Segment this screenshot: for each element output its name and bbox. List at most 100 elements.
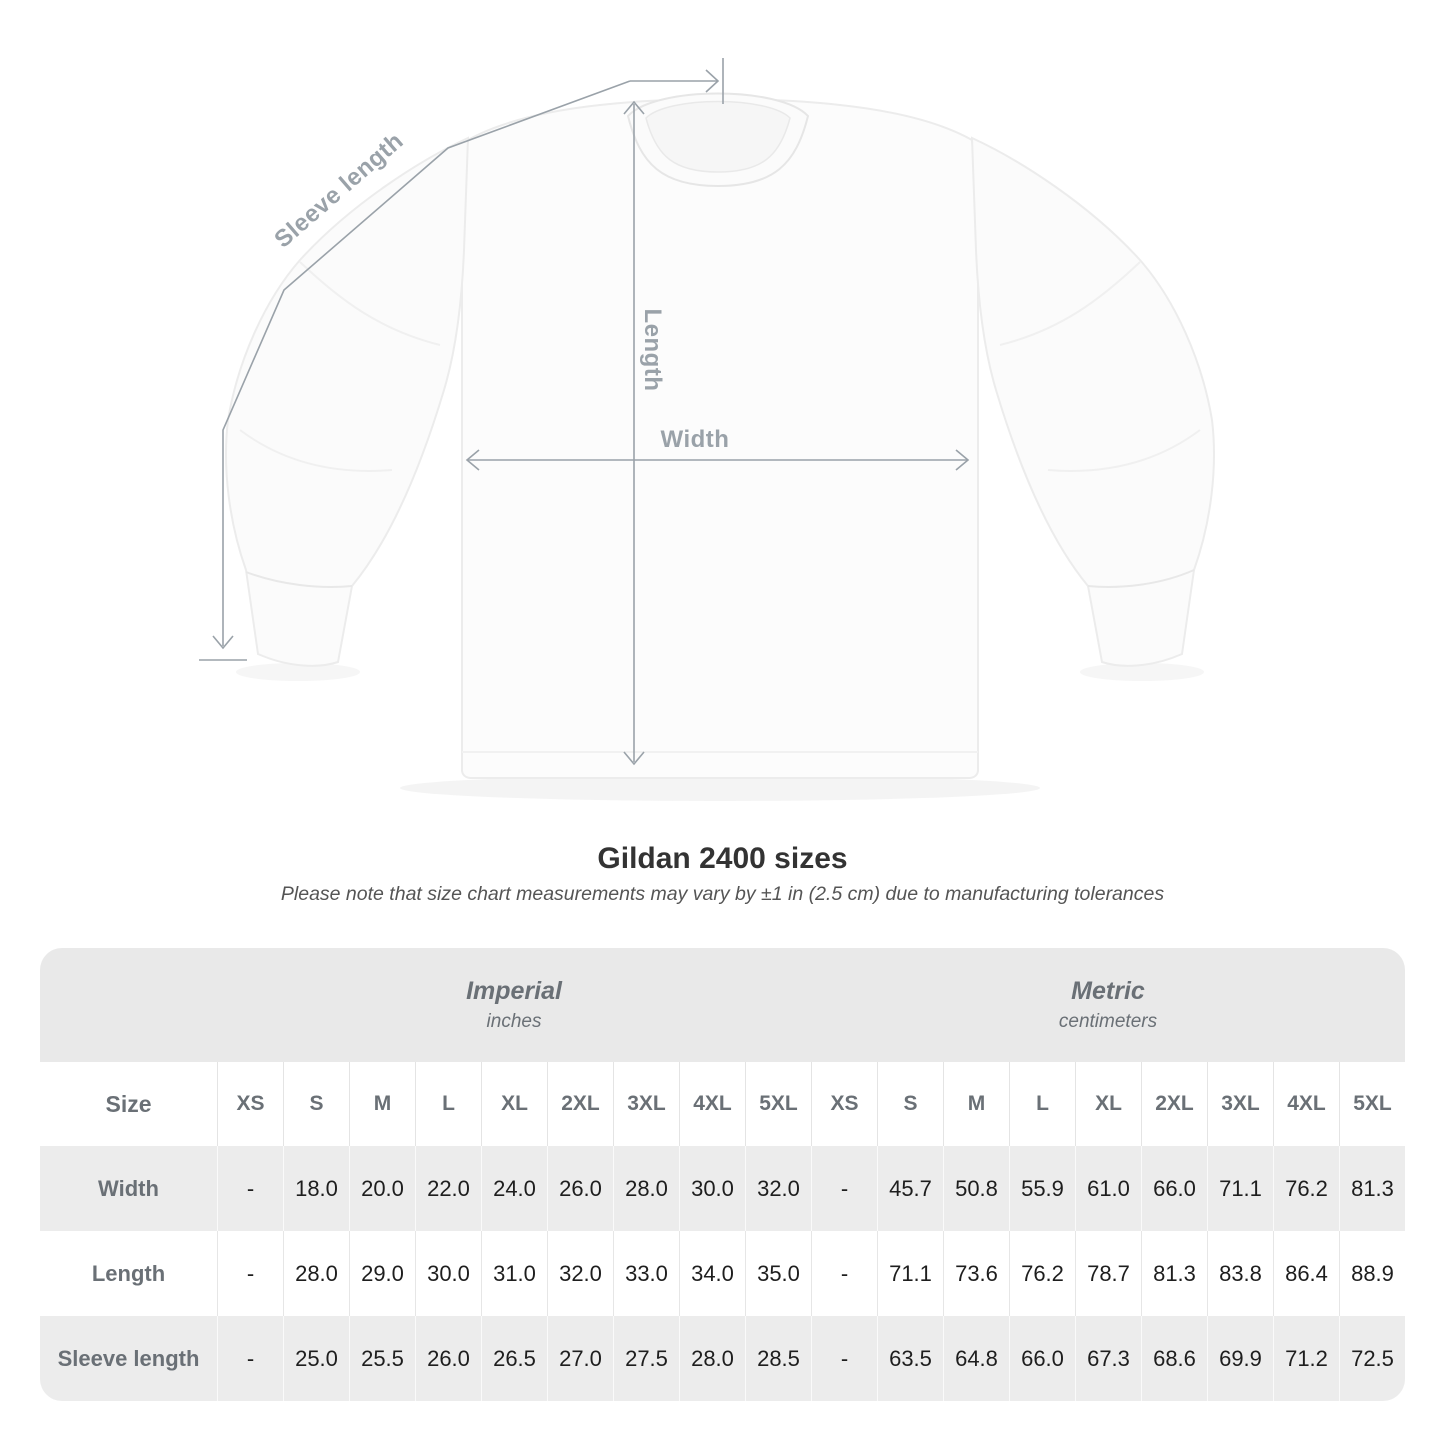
length-imperial-xl: 31.0 (481, 1231, 547, 1316)
unit-group-spacer (40, 948, 217, 1062)
sleeve-imperial-xl: 26.5 (481, 1316, 547, 1401)
size-col-metric-s: S (877, 1062, 943, 1146)
length-arrowhead-up (623, 100, 645, 115)
length-imperial-4xl: 34.0 (679, 1231, 745, 1316)
size-header-row: Size XS S M L XL 2XL 3XL 4XL 5XL XS S M … (40, 1062, 1405, 1146)
sleeve-imperial-xs: - (217, 1316, 283, 1401)
metric-label: Metric (1071, 977, 1145, 1005)
right-cuff-shadow (1080, 663, 1204, 681)
sleeve-metric-2xl: 68.6 (1141, 1316, 1207, 1401)
row-label: Sleeve length (57, 1345, 200, 1371)
sleeve-arrowhead-right (705, 69, 720, 93)
tolerance-note: Please note that size chart measurements… (280, 882, 1165, 905)
sleeve-imperial-4xl: 28.0 (679, 1316, 745, 1401)
shirt-body (461, 98, 979, 779)
sleeve-imperial-s: 25.0 (283, 1316, 349, 1401)
width-imperial-2xl: 26.0 (547, 1146, 613, 1231)
unit-group-header: Imperial inches Metric centimeters (40, 948, 1405, 1062)
sleeve-imperial-2xl: 27.0 (547, 1316, 613, 1401)
width-imperial-5xl: 32.0 (745, 1146, 811, 1231)
length-metric-m: 73.6 (943, 1231, 1009, 1316)
size-col-imperial-4xl: 4XL (679, 1062, 745, 1146)
width-label: Width (661, 426, 730, 453)
sleeve-metric-s: 63.5 (877, 1316, 943, 1401)
imperial-group-header: Imperial inches (217, 948, 811, 1062)
size-col-metric-3xl: 3XL (1207, 1062, 1273, 1146)
size-col-imperial-5xl: 5XL (745, 1062, 811, 1146)
width-metric-2xl: 66.0 (1141, 1146, 1207, 1231)
table-row-length: Length - 28.0 29.0 30.0 31.0 32.0 33.0 3… (40, 1231, 1405, 1316)
shirt-measurement-diagram: Sleeve length Length Width (199, 58, 1215, 801)
length-metric-xl: 78.7 (1075, 1231, 1141, 1316)
width-metric-xl: 61.0 (1075, 1146, 1141, 1231)
width-imperial-4xl: 30.0 (679, 1146, 745, 1231)
size-col-imperial-m: M (349, 1062, 415, 1146)
size-col-imperial-3xl: 3XL (613, 1062, 679, 1146)
width-metric-5xl: 81.3 (1339, 1146, 1405, 1231)
sleeve-metric-3xl: 69.9 (1207, 1316, 1273, 1401)
long-sleeve-shirt-illustration: Sleeve length Length Width (199, 58, 1215, 801)
size-col-imperial-xs: XS (217, 1062, 283, 1146)
length-metric-s: 71.1 (877, 1231, 943, 1316)
right-sleeve (970, 136, 1215, 667)
width-imperial-m: 20.0 (349, 1146, 415, 1231)
size-col-metric-4xl: 4XL (1273, 1062, 1339, 1146)
width-metric-m: 50.8 (943, 1146, 1009, 1231)
width-arrowhead-right (955, 449, 970, 471)
length-imperial-m: 29.0 (349, 1231, 415, 1316)
width-metric-3xl: 71.1 (1207, 1146, 1273, 1231)
length-imperial-5xl: 35.0 (745, 1231, 811, 1316)
imperial-label: Imperial (466, 977, 562, 1005)
length-imperial-xs: - (217, 1231, 283, 1316)
length-metric-3xl: 83.8 (1207, 1231, 1273, 1316)
sleeve-metric-l: 66.0 (1009, 1316, 1075, 1401)
length-metric-4xl: 86.4 (1273, 1231, 1339, 1316)
size-col-imperial-s: S (283, 1062, 349, 1146)
size-col-metric-2xl: 2XL (1141, 1062, 1207, 1146)
left-elbow-fold (239, 429, 393, 472)
size-corner-header: Size (105, 1090, 152, 1117)
row-label: Width (98, 1175, 159, 1201)
sleeve-metric-xs: - (811, 1316, 877, 1401)
sleeve-metric-m: 64.8 (943, 1316, 1009, 1401)
measurement-lines (199, 58, 970, 766)
left-sleeve (225, 136, 470, 667)
width-arrowhead-left (465, 449, 480, 471)
length-metric-5xl: 88.9 (1339, 1231, 1405, 1316)
width-imperial-xl: 24.0 (481, 1146, 547, 1231)
length-label: Length (639, 309, 666, 392)
size-col-metric-xs: XS (811, 1062, 877, 1146)
hem-shadow (400, 775, 1040, 801)
sleeve-metric-4xl: 71.2 (1273, 1316, 1339, 1401)
page-title: Gildan 2400 sizes (597, 842, 848, 875)
sleeve-imperial-m: 25.5 (349, 1316, 415, 1401)
sleeve-metric-xl: 67.3 (1075, 1316, 1141, 1401)
width-imperial-s: 18.0 (283, 1146, 349, 1231)
width-imperial-xs: - (217, 1146, 283, 1231)
left-cuff-seam (245, 571, 353, 588)
right-cuff-seam (1087, 569, 1195, 588)
sleeve-metric-5xl: 72.5 (1339, 1316, 1405, 1401)
sleeve-arrowhead-down (212, 635, 234, 650)
sleeve-imperial-l: 26.0 (415, 1316, 481, 1401)
size-col-metric-5xl: 5XL (1339, 1062, 1405, 1146)
size-col-metric-l: L (1009, 1062, 1075, 1146)
collar-inner (645, 100, 791, 173)
title-block: Gildan 2400 sizes Please note that size … (0, 842, 1445, 906)
length-imperial-l: 30.0 (415, 1231, 481, 1316)
length-metric-l: 76.2 (1009, 1231, 1075, 1316)
width-imperial-3xl: 28.0 (613, 1146, 679, 1231)
width-metric-l: 55.9 (1009, 1146, 1075, 1231)
table-row-width: Width - 18.0 20.0 22.0 24.0 26.0 28.0 30… (40, 1146, 1405, 1231)
sleeve-imperial-3xl: 27.5 (613, 1316, 679, 1401)
width-metric-4xl: 76.2 (1273, 1146, 1339, 1231)
left-sleeve-fold (299, 261, 441, 346)
size-col-imperial-xl: XL (481, 1062, 547, 1146)
size-col-metric-m: M (943, 1062, 1009, 1146)
right-sleeve-fold (999, 261, 1141, 346)
right-elbow-fold (1047, 429, 1201, 472)
size-col-imperial-l: L (415, 1062, 481, 1146)
width-imperial-l: 22.0 (415, 1146, 481, 1231)
sleeve-length-line (222, 80, 631, 646)
size-col-imperial-2xl: 2XL (547, 1062, 613, 1146)
